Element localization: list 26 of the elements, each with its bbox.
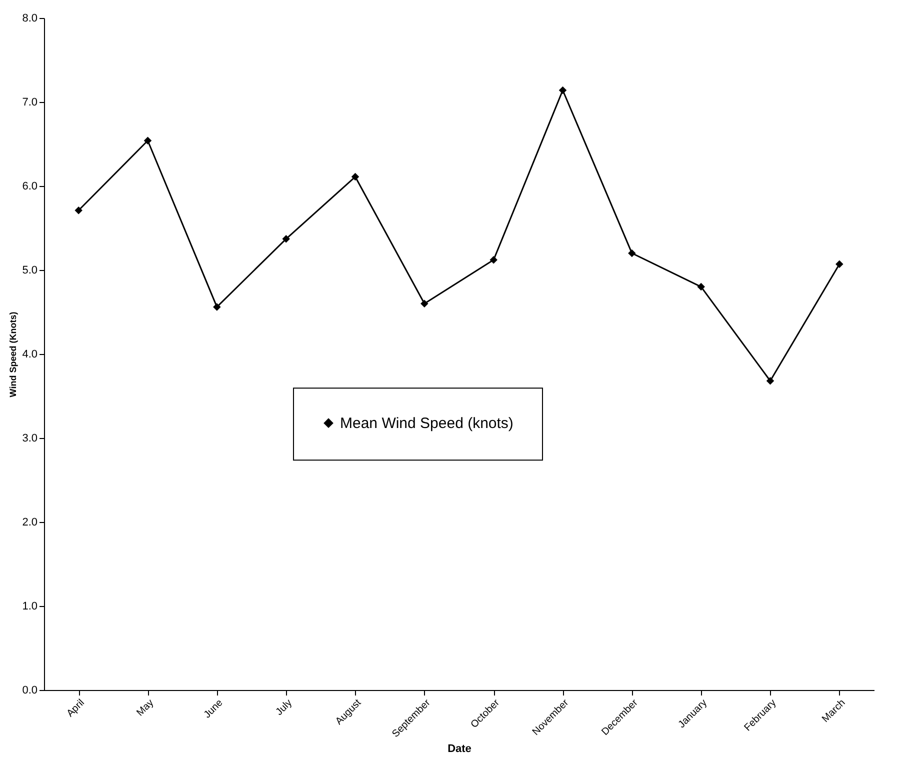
x-tick-label: May xyxy=(134,698,156,719)
y-tick-label: 1.0 xyxy=(22,600,38,612)
y-tick-label: 7.0 xyxy=(22,96,38,108)
point xyxy=(836,260,844,268)
point xyxy=(420,300,428,308)
x-axis-title: Date xyxy=(448,743,472,756)
y-tick-label: 6.0 xyxy=(22,180,38,192)
point xyxy=(628,249,636,258)
point xyxy=(697,282,705,291)
legend-label: Mean Wind Speed (knots) xyxy=(340,415,514,432)
y-tick-label: 0.0 xyxy=(22,684,38,696)
point xyxy=(213,303,221,311)
point xyxy=(74,206,82,214)
y-tick-label: 8.0 xyxy=(22,12,38,24)
point xyxy=(282,235,290,243)
y-axis-title: Wind Speed (Knots) xyxy=(8,312,18,398)
point xyxy=(351,172,360,181)
y-tick-label: 2.0 xyxy=(22,516,38,528)
y-tick-label: 5.0 xyxy=(22,264,38,276)
point xyxy=(766,377,774,385)
y-tick-label: 4.0 xyxy=(22,348,38,360)
point xyxy=(490,256,498,264)
y-tick-label: 3.0 xyxy=(22,432,38,444)
point xyxy=(144,136,152,145)
x-tick-label: July xyxy=(274,698,294,718)
point xyxy=(558,86,567,94)
